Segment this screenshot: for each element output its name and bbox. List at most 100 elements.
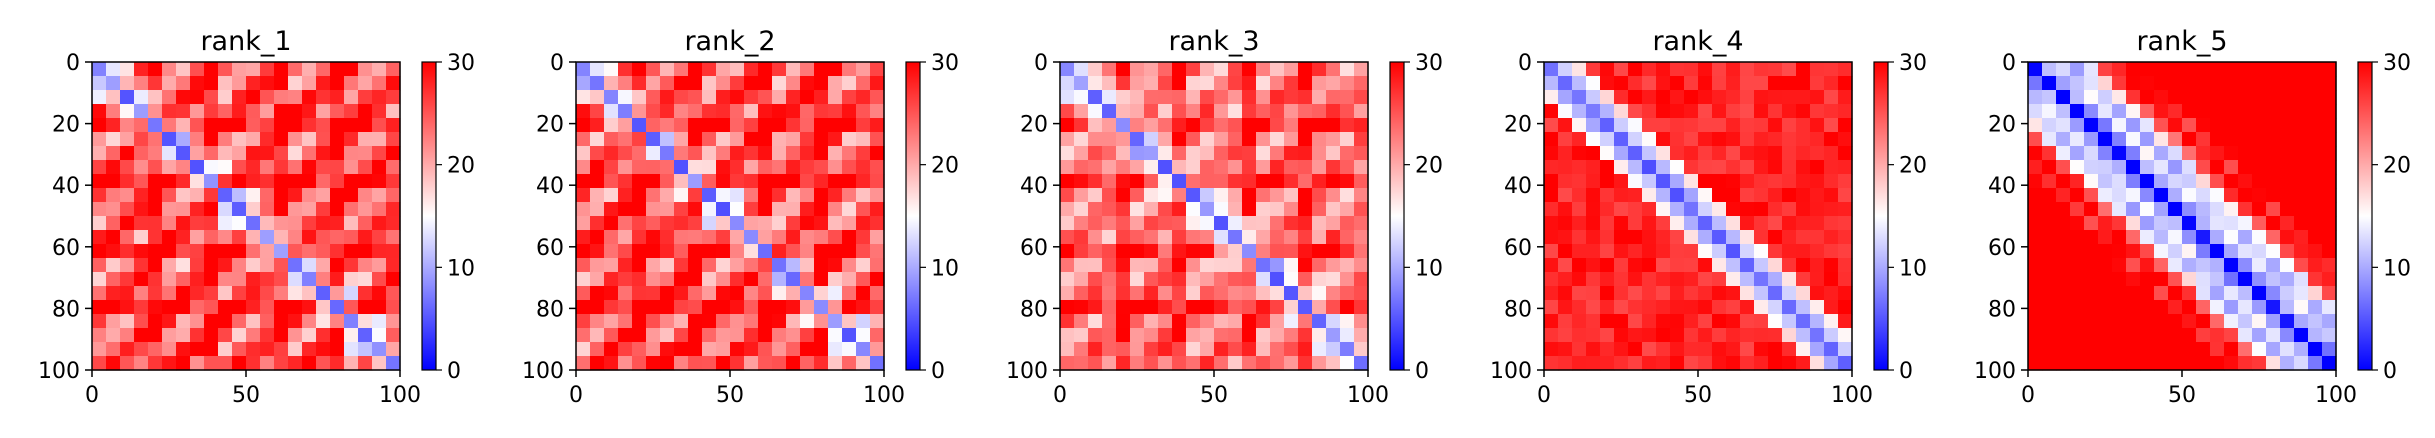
heatmap-cell	[646, 160, 661, 175]
heatmap-cell	[1088, 76, 1103, 91]
heatmap-cell	[856, 118, 871, 133]
heatmap-cell	[246, 132, 261, 147]
heatmap-cell	[2210, 258, 2225, 273]
heatmap-cell	[190, 202, 205, 217]
heatmap-cell	[1284, 314, 1299, 329]
heatmap-cell	[2084, 286, 2099, 301]
heatmap-cell	[842, 104, 857, 119]
heatmap-cell	[1614, 244, 1629, 259]
heatmap-cell	[576, 328, 591, 343]
heatmap-cell	[1796, 244, 1811, 259]
heatmap-cell	[2238, 202, 2253, 217]
heatmap-cell	[204, 272, 219, 287]
heatmap-cell	[1186, 118, 1201, 133]
heatmap-cell	[1600, 314, 1615, 329]
heatmap-cell	[730, 286, 745, 301]
heatmap-cell	[1340, 104, 1355, 119]
heatmap-cell	[1628, 216, 1643, 231]
heatmap-cell	[1628, 160, 1643, 175]
heatmap-cell	[1586, 216, 1601, 231]
heatmap-cell	[786, 314, 801, 329]
heatmap-cell	[1642, 174, 1657, 189]
heatmap-cell	[2140, 258, 2155, 273]
heatmap-cell	[870, 300, 885, 315]
heatmap-cell	[232, 286, 247, 301]
heatmap-cell	[1060, 342, 1075, 357]
heatmap-cell	[1642, 272, 1657, 287]
heatmap-cell	[1340, 230, 1355, 245]
heatmap-cell	[1354, 132, 1369, 147]
heatmap-cell	[2280, 174, 2295, 189]
heatmap-cell	[1810, 188, 1825, 203]
heatmap-cell	[1340, 188, 1355, 203]
heatmap-cell	[744, 216, 759, 231]
heatmap-cell	[744, 244, 759, 259]
heatmap-cell	[730, 104, 745, 119]
heatmap-cell	[758, 104, 773, 119]
heatmap-cell	[646, 202, 661, 217]
heatmap-cell	[2042, 160, 2057, 175]
heatmap-cell	[1670, 216, 1685, 231]
heatmap-cell	[2140, 216, 2155, 231]
heatmap-cell	[134, 314, 149, 329]
heatmap-cell	[260, 76, 275, 91]
heatmap-cell	[1158, 146, 1173, 161]
x-tick-label: 100	[379, 383, 421, 408]
heatmap-cell	[2056, 132, 2071, 147]
heatmap-cell	[1088, 188, 1103, 203]
heatmap-cell	[316, 104, 331, 119]
heatmap-cell	[2308, 342, 2323, 357]
heatmap-cell	[1796, 258, 1811, 273]
heatmap-cell	[2042, 244, 2057, 259]
heatmap-cell	[204, 300, 219, 315]
heatmap-cell	[1572, 104, 1587, 119]
heatmap-cell	[2210, 244, 2225, 259]
heatmap-cell	[1088, 160, 1103, 175]
heatmap-cell	[1144, 230, 1159, 245]
heatmap-cell	[660, 356, 675, 371]
heatmap-cell	[1768, 76, 1783, 91]
heatmap-cell	[660, 272, 675, 287]
heatmap-cell	[1256, 132, 1271, 147]
heatmap-cell	[1768, 272, 1783, 287]
heatmap-cell	[1558, 146, 1573, 161]
heatmap-cell	[1284, 132, 1299, 147]
heatmap-cell	[274, 230, 289, 245]
heatmap-cell	[2112, 174, 2127, 189]
heatmap-cell	[1116, 328, 1131, 343]
heatmap-cell	[856, 244, 871, 259]
heatmap-cell	[1158, 328, 1173, 343]
heatmap-cell	[814, 356, 829, 371]
heatmap-cell	[1810, 244, 1825, 259]
heatmap-cell	[176, 230, 191, 245]
heatmap-cell	[632, 174, 647, 189]
heatmap-cell	[1060, 188, 1075, 203]
heatmap-cell	[386, 286, 401, 301]
heatmap-cell	[2280, 356, 2295, 371]
heatmap-cell	[1572, 356, 1587, 371]
heatmap-cell	[302, 258, 317, 273]
heatmap-cell	[772, 314, 787, 329]
heatmap-cell	[1326, 62, 1341, 77]
heatmap-cell	[1838, 146, 1853, 161]
colorbar-tick-label: 10	[447, 256, 475, 281]
heatmap-cell	[1600, 286, 1615, 301]
heatmap-cell	[1060, 300, 1075, 315]
heatmap-cell	[1256, 244, 1271, 259]
heatmap-cell	[2280, 258, 2295, 273]
heatmap-cell	[1754, 76, 1769, 91]
heatmap-cell	[274, 62, 289, 77]
heatmap-cell	[162, 62, 177, 77]
heatmap-cell	[800, 342, 815, 357]
heatmap-cell	[358, 76, 373, 91]
heatmap-cell	[344, 258, 359, 273]
heatmap-cell	[1242, 174, 1257, 189]
heatmap-cell	[2210, 286, 2225, 301]
heatmap-cell	[176, 342, 191, 357]
heatmap-cell	[330, 356, 345, 371]
heatmap-cell	[1824, 118, 1839, 133]
heatmap-cell	[1782, 188, 1797, 203]
heatmap-cell	[1796, 174, 1811, 189]
heatmap-cell	[1088, 90, 1103, 105]
heatmap-cell	[2112, 258, 2127, 273]
